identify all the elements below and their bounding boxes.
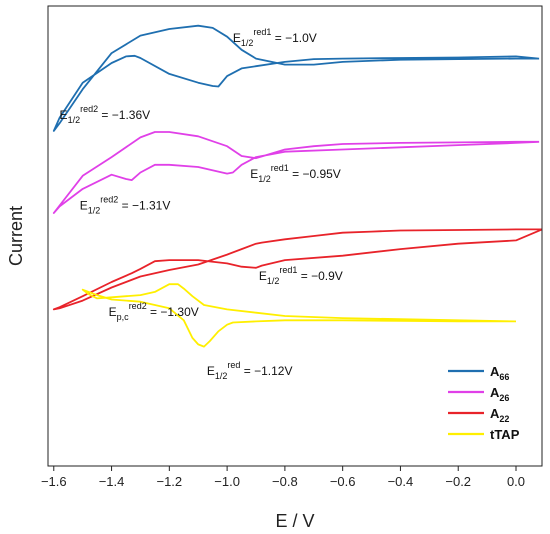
peak-annotation: E1/2red2 = −1.36V [60,104,151,125]
x-tick-label: −1.0 [214,474,240,489]
legend-label-tTAP: tTAP [490,427,520,442]
x-tick-label: 0.0 [507,474,525,489]
plot-frame [47,5,543,467]
x-tick-label: −0.4 [388,474,414,489]
x-axis-label: E / V [275,511,314,531]
x-tick-label: −1.2 [156,474,182,489]
peak-annotation: E1/2red1 = −0.95V [250,163,341,184]
x-tick-label: −0.8 [272,474,298,489]
annotations-layer: E1/2red1 = −1.0V E1/2red2 = −1.36V E1/2red… [60,27,343,381]
x-tick-label: −0.2 [445,474,471,489]
legend-label-A22: A22 [490,406,509,424]
x-tick-label: −1.6 [41,474,67,489]
y-axis-label: Current [6,206,26,266]
series-line-A26 [52,131,540,214]
series-line-A22 [52,228,543,311]
x-tick-label: −1.4 [99,474,125,489]
peak-annotation: E1/2red2 = −1.31V [80,195,171,216]
legend-label-A66: A66 [490,364,509,382]
peak-annotation: E1/2red1 = −1.0V [233,27,317,48]
x-tick-label: −0.6 [330,474,356,489]
peak-annotation: Ep,cred2 = −1.30V [109,301,199,322]
peak-annotation: E1/2red1 = −0.9V [259,265,343,286]
x-axis-ticks: −1.6 −1.4 −1.2 −1.0 −0.8 −0.6 −0.4 −0.2 0.0 [41,466,525,489]
series-line-A66 [52,24,540,132]
series-line-tTAP [81,283,517,348]
curves-layer [52,24,543,348]
legend-label-A26: A26 [490,385,509,403]
legend: A66 A26 A22 tTAP [448,364,520,442]
peak-annotation: E1/2red = −1.12V [207,360,293,381]
